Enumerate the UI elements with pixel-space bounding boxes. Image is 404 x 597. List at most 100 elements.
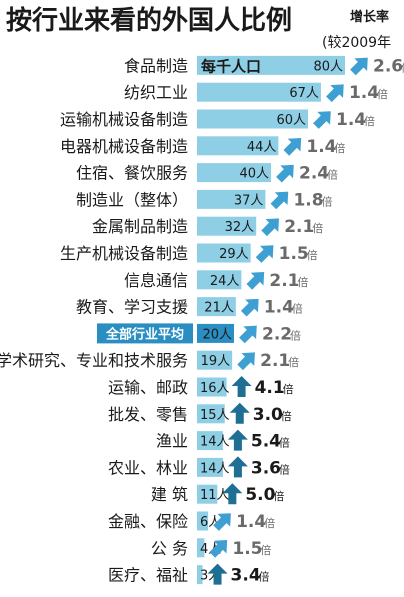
growth-label: 2.2 (262, 324, 292, 344)
value-label: 44人 (247, 140, 277, 155)
growth-unit: 倍 (364, 114, 375, 128)
bar (197, 350, 233, 370)
growth-unit: 倍 (288, 355, 299, 369)
value-label: 21人 (204, 301, 234, 316)
category-label: 建 筑 (151, 485, 188, 504)
growth-label: 2.6 (373, 56, 403, 76)
category-label: 渔业 (156, 432, 188, 451)
value-label: 80人 (313, 59, 343, 74)
growth-unit: 倍 (297, 275, 308, 289)
value-label: 24人 (210, 274, 240, 289)
bar (197, 270, 242, 290)
growth-unit: 倍 (283, 382, 294, 396)
growth-label: 1.5 (279, 244, 309, 264)
growth-unit: 倍 (279, 462, 290, 476)
bar (197, 109, 308, 129)
growth-unit: 倍 (307, 248, 318, 262)
growth-label: 1.4 (236, 512, 266, 532)
growth-arrow-icon (255, 245, 274, 263)
category-label: 住宿、餐饮服务 (76, 164, 188, 183)
value-label: 15人 (200, 408, 230, 423)
growth-arrow-icon (207, 563, 228, 585)
growth-label: 2.1 (260, 351, 290, 371)
category-label: 信息通信 (124, 271, 188, 290)
category-label: 全部行业平均 (105, 326, 184, 342)
growth-label: 1.4 (349, 83, 379, 103)
growth-arrow-icon (227, 429, 248, 451)
growth-arrow-icon (261, 218, 279, 237)
bar (197, 55, 345, 75)
category-label: 生产机械设备制造 (60, 244, 188, 263)
growth-unit: 倍 (334, 141, 345, 155)
value-label: 16人 (200, 381, 230, 396)
growth-arrow-icon (283, 138, 302, 156)
growth-arrow-icon (213, 513, 231, 531)
bar (197, 82, 321, 102)
growth-arrow-icon (270, 191, 289, 210)
bar (197, 457, 223, 477)
growth-arrow-icon (227, 456, 248, 478)
growth-label: 2.1 (284, 217, 314, 237)
growth-arrow-icon (240, 298, 259, 317)
growth-arrow-icon (237, 352, 255, 371)
category-label: 金融、保险 (108, 512, 188, 531)
category-label: 农业、林业 (108, 458, 188, 477)
growth-unit: 倍 (259, 570, 270, 584)
growth-base-note: (较2009年 (322, 35, 392, 51)
growth-label: 1.4 (336, 110, 366, 130)
category-label: 运输、邮政 (108, 378, 188, 397)
category-label: 医疗、福祉 (108, 566, 188, 585)
growth-arrow-icon (209, 540, 228, 558)
bar (197, 538, 205, 558)
growth-arrow-icon (231, 376, 252, 397)
growth-arrow-icon (239, 325, 257, 344)
growth-arrow-icon (326, 84, 344, 103)
category-label: 电器机械设备制造 (60, 137, 188, 156)
growth-label: 2.1 (269, 271, 299, 291)
bar (197, 136, 279, 156)
category-label: 运输机械设备制造 (60, 110, 188, 129)
growth-arrow-icon (222, 483, 243, 505)
bar (197, 565, 203, 585)
growth-label: 5.0 (245, 485, 275, 505)
unit-label: 每千人口 (201, 57, 261, 75)
growth-label: 1.8 (293, 190, 323, 210)
growth-arrow-icon (350, 57, 368, 76)
growth-unit: 倍 (273, 489, 284, 503)
bar (197, 216, 257, 236)
value-label: 60人 (276, 113, 306, 128)
value-label: 20人 (202, 327, 232, 342)
growth-label: 2.4 (299, 164, 329, 184)
growth-unit: 倍 (401, 60, 404, 74)
growth-label: 4.1 (255, 378, 285, 398)
chart-title: 按行业来看的外国人比例 (6, 6, 293, 36)
value-label: 37人 (234, 193, 264, 208)
growth-arrow-icon (229, 402, 250, 424)
growth-label: 1.5 (232, 539, 262, 559)
bar (197, 484, 218, 504)
value-label: 11人 (200, 488, 230, 503)
growth-unit: 倍 (281, 409, 292, 423)
bar (197, 431, 223, 451)
growth-rate-header: 增长率 (350, 10, 390, 25)
growth-arrow-icon (276, 164, 294, 183)
growth-unit: 倍 (377, 87, 388, 101)
growth-label: 1.4 (306, 137, 336, 157)
growth-unit: 倍 (292, 302, 303, 316)
growth-label: 5.4 (251, 432, 281, 452)
growth-label: 3.4 (231, 566, 261, 586)
bar (197, 189, 266, 209)
growth-label: 3.0 (253, 405, 283, 425)
growth-unit: 倍 (290, 328, 301, 342)
value-label: 32人 (225, 220, 255, 235)
bar (197, 297, 236, 317)
bar (197, 163, 271, 183)
growth-unit: 倍 (264, 516, 275, 530)
growth-unit: 倍 (327, 168, 338, 182)
highlight-label-box (97, 323, 193, 344)
value-label: 40人 (239, 167, 269, 182)
value-label: 14人 (200, 435, 230, 450)
value-label: 19人 (201, 354, 231, 369)
growth-label: 1.4 (264, 298, 294, 318)
category-label: 学术研究、专业和技术服务 (0, 351, 188, 370)
